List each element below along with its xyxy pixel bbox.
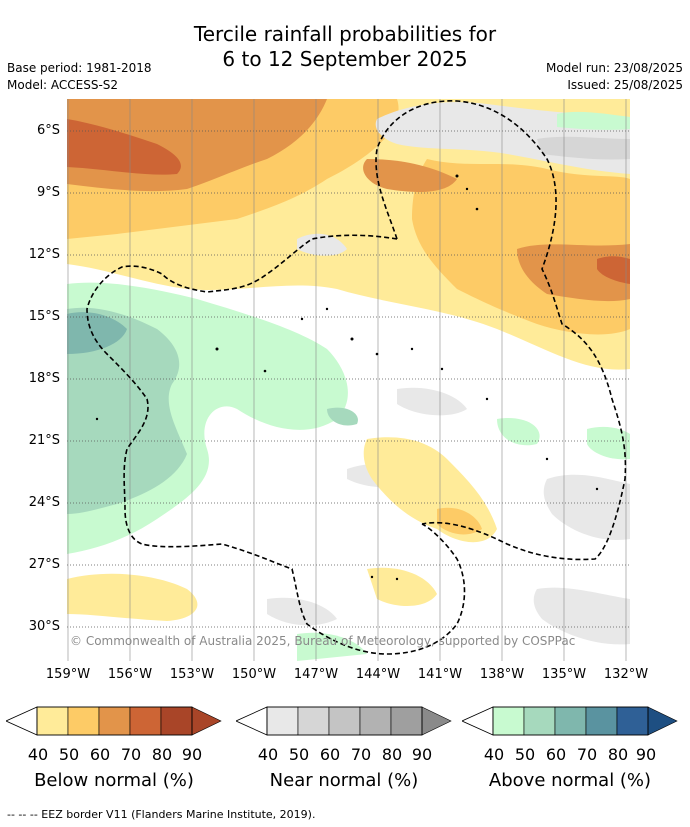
map-title: Tercile rainfall probabilities for 6 to … (0, 22, 690, 72)
above-40-se (587, 426, 630, 460)
cb-near-tick-40: 40 (257, 745, 279, 764)
x-tick-153w: 153°W (169, 667, 215, 682)
cb-below-tick-70: 70 (120, 745, 142, 764)
y-tick-24s: 24°S (28, 495, 60, 510)
y-tick-21s: 21°S (28, 433, 60, 448)
colorbar-above-seg-4 (585, 706, 618, 736)
cb-above-tick-50: 50 (514, 745, 536, 764)
above-40-ne (557, 111, 630, 130)
copyright-text: © Commonwealth of Australia 2025, Bureau… (70, 634, 576, 648)
colorbar-below-seg-5 (160, 706, 193, 736)
model-name: Model: ACCESS-S2 (7, 78, 119, 92)
probability-map (67, 99, 630, 661)
islands (95, 174, 599, 581)
above-50-sea (327, 407, 358, 426)
below-40-sw (67, 573, 198, 621)
title-line-1: Tercile rainfall probabilities for (193, 22, 497, 46)
x-tick-132w: 132°W (603, 667, 649, 682)
near-40-patch-n (297, 233, 347, 256)
x-tick-156w: 156°W (107, 667, 153, 682)
cb-above-tick-60: 60 (545, 745, 567, 764)
colorbar-near-seg-1 (266, 706, 299, 736)
below-60-mid (363, 159, 457, 192)
near-40-patch-se (543, 474, 630, 540)
cb-below-tick-90: 90 (181, 745, 203, 764)
title-line-2: 6 to 12 September 2025 (222, 47, 468, 71)
x-tick-141w: 141°W (417, 667, 463, 682)
base-period: Base period: 1981-2018 (7, 61, 152, 75)
above-40-s (297, 632, 367, 661)
colorbar-above-seg-1 (492, 706, 525, 736)
near-40-sse (533, 587, 630, 645)
meta-left: Base period: 1981-2018 Model: ACCESS-S2 (7, 60, 152, 94)
y-tick-12s: 12°S (28, 247, 60, 262)
colorbar-near-seg-5 (390, 706, 423, 736)
cb-near-tick-90: 90 (411, 745, 433, 764)
colorbar-below-seg-2 (67, 706, 100, 736)
below-70-east (597, 256, 630, 284)
colorbar-near-seg-3 (328, 706, 361, 736)
x-tick-150w: 150°W (231, 667, 277, 682)
near-40-patch-c (397, 387, 467, 416)
cb-below-tick-40: 40 (27, 745, 49, 764)
colorbar-below-seg-3 (98, 706, 131, 736)
colorbar-near-seg-4 (359, 706, 392, 736)
colorbar-below-arrow (191, 706, 222, 736)
cb-below-tick-80: 80 (151, 745, 173, 764)
below-40-s2 (367, 567, 437, 606)
cb-near-tick-50: 50 (288, 745, 310, 764)
lat-gridlines (67, 130, 630, 628)
eez-footnote: -- -- -- EEZ border V11 (Flanders Marine… (7, 808, 316, 821)
issued-date: Issued: 25/08/2025 (567, 78, 683, 92)
above-40-east (497, 418, 540, 446)
colorbar-above-arrow (647, 706, 678, 736)
x-tick-144w: 144°W (355, 667, 401, 682)
colorbar-above-seg-5 (616, 706, 649, 736)
cb-below-tick-50: 50 (58, 745, 80, 764)
cb-near-tick-70: 70 (350, 745, 372, 764)
near-50-patch (537, 136, 630, 160)
colorbar-near-seg-2 (297, 706, 330, 736)
colorbar-near-arrow (421, 706, 452, 736)
cb-above-tick-90: 90 (635, 745, 657, 764)
colorbar-below-title: Below normal (%) (34, 770, 194, 791)
x-tick-138w: 138°W (479, 667, 525, 682)
colorbar-above (462, 706, 678, 736)
x-tick-147w: 147°W (293, 667, 339, 682)
above-60-patch (67, 312, 127, 354)
cb-above-tick-70: 70 (576, 745, 598, 764)
cb-near-tick-80: 80 (381, 745, 403, 764)
y-tick-18s: 18°S (28, 371, 60, 386)
colorbar-below-seg-4 (129, 706, 162, 736)
x-tick-159w: 159°W (45, 667, 91, 682)
cb-above-tick-80: 80 (607, 745, 629, 764)
y-tick-30s: 30°S (28, 619, 60, 634)
cb-below-tick-60: 60 (89, 745, 111, 764)
y-tick-9s: 9°S (36, 185, 60, 200)
cb-near-tick-60: 60 (319, 745, 341, 764)
x-tick-135w: 135°W (541, 667, 587, 682)
model-run: Model run: 23/08/2025 (545, 61, 683, 75)
lon-gridlines (67, 99, 627, 661)
y-tick-6s: 6°S (36, 123, 60, 138)
colorbar-above-seg-3 (554, 706, 587, 736)
meta-right: Model run: 23/08/2025 Issued: 25/08/2025 (546, 60, 683, 94)
colorbar-above-title: Above normal (%) (488, 770, 652, 791)
y-tick-27s: 27°S (28, 557, 60, 572)
y-tick-15s: 15°S (28, 309, 60, 324)
colorbar-near (236, 706, 452, 736)
colorbar-below (6, 706, 222, 736)
colorbar-below-seg-1 (36, 706, 69, 736)
eez-borders (86, 100, 627, 655)
above-50-region (67, 307, 187, 514)
below-70-patch (67, 119, 181, 175)
below-50-south (437, 507, 482, 535)
colorbar-near-title: Near normal (%) (269, 770, 419, 791)
cb-above-tick-40: 40 (483, 745, 505, 764)
colorbar-above-seg-2 (523, 706, 556, 736)
